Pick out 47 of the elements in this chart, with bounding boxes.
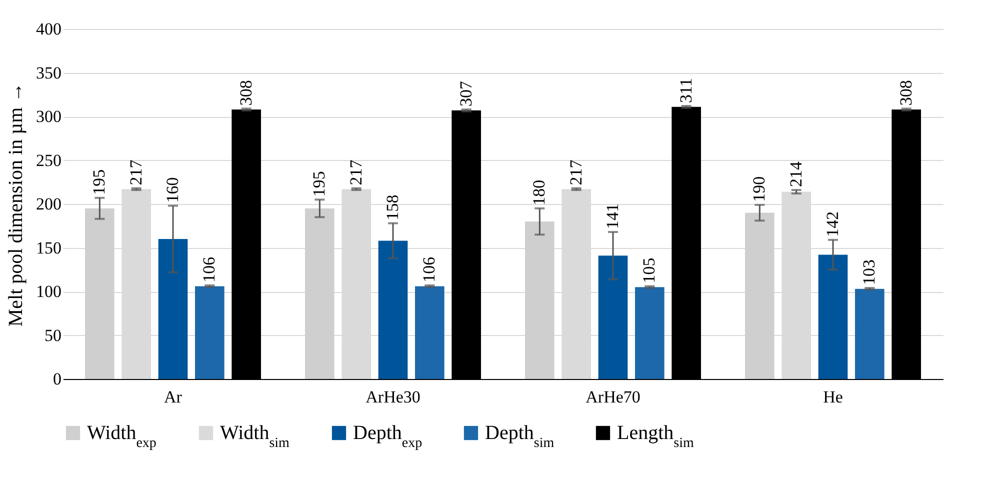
x-tick-label: Ar [164,388,182,406]
legend-label: Width$_{sim}$ [220,422,290,450]
y-tick-label: 200 [36,194,62,214]
bar [855,288,884,379]
data-label: 217 [126,159,146,186]
bar [158,239,188,379]
data-label: 217 [346,159,366,186]
y-tick-label: 150 [36,238,62,258]
y-tick-label: 250 [36,150,62,170]
bar [415,286,444,379]
y-tick-label: 50 [44,326,62,345]
data-label: 180 [530,180,549,206]
y-tick-label: 400 [36,20,62,38]
data-label: 307 [456,80,476,106]
data-label: 158 [383,194,402,220]
x-tick-label: ArHe70 [586,388,640,406]
legend-label: Depth$_{sim}$ [485,422,554,450]
data-label: 217 [566,159,586,186]
bar [378,240,408,379]
y-tick-label: 300 [36,107,62,126]
bar [635,287,664,379]
data-label: 195 [310,171,329,197]
data-label: 214 [786,161,806,187]
data-label: 106 [200,256,219,282]
data-label: 105 [640,258,659,284]
data-label: 308 [896,80,916,106]
data-label: 103 [860,260,879,285]
y-tick-label: 0 [53,370,62,388]
data-label: 190 [750,176,769,202]
data-label: 142 [823,211,842,237]
legend-label: Length$_{sim}$ [617,422,694,450]
data-label: 195 [90,169,109,195]
legend-label: Width$_{exp}$ [87,422,156,450]
bar [818,254,848,379]
bar [195,286,224,379]
bar [598,256,628,379]
data-label: 160 [163,177,182,203]
y-axis-title: Melt pool dimension in µm → [5,82,27,327]
data-label: 311 [676,78,696,103]
y-tick-label: 100 [36,282,62,301]
x-tick-label: ArHe30 [366,388,420,406]
data-label: 308 [236,80,256,106]
data-label: 141 [603,204,622,229]
y-tick-label: 350 [36,63,62,82]
data-label: 106 [420,256,439,282]
legend-label: Depth$_{exp}$ [353,422,422,450]
x-tick-label: He [823,388,843,406]
